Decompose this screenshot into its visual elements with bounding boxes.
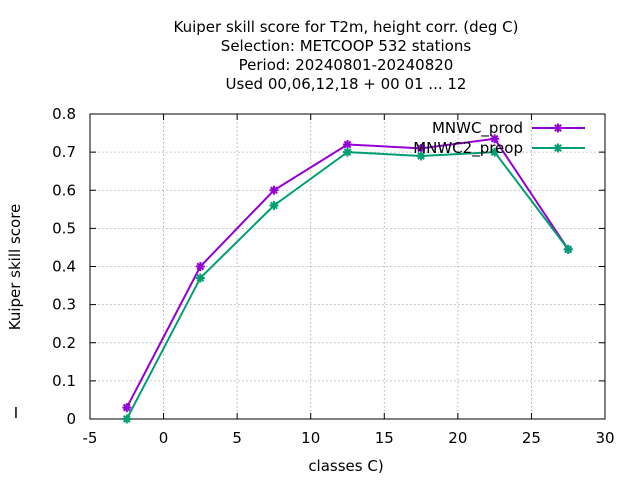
series-point-1	[416, 143, 426, 153]
y-tick-label: 0.8	[52, 105, 76, 123]
series-point-1	[490, 134, 500, 144]
series-point-2	[195, 273, 205, 283]
series-point-1	[343, 140, 352, 149]
y-tick-label: 0.1	[52, 372, 76, 390]
chart-title-line: Used 00,06,12,18 + 00 01 ... 12	[226, 75, 467, 93]
data-series	[122, 134, 573, 424]
series-point-2	[563, 244, 573, 254]
series-point-2	[269, 201, 279, 210]
y-axis-label: Kuiper skill score	[6, 204, 24, 331]
plot-frame	[89, 113, 606, 420]
x-tick-label: 10	[301, 429, 320, 447]
series-line-2	[125, 151, 570, 420]
x-tick-label: 0	[159, 429, 169, 447]
y-tick-label: 0	[66, 410, 76, 428]
stray-mark: I	[14, 404, 18, 422]
x-axis-label: classes C)	[308, 457, 383, 475]
chart-title-line: Kuiper skill score for T2m, height corr.…	[174, 18, 519, 36]
x-tick-label: 25	[522, 429, 541, 447]
y-tick-label: 0.6	[52, 181, 76, 199]
y-tick-label: 0.2	[52, 334, 76, 352]
series-point-1	[195, 262, 205, 271]
y-tick-label: 0.3	[52, 296, 76, 314]
series-point-1	[269, 185, 279, 195]
series-point-1	[122, 403, 132, 413]
legend-label: MNWC2_preop	[413, 139, 523, 158]
x-tick-label: 5	[232, 429, 242, 447]
y-tick-label: 0.7	[52, 143, 76, 161]
x-axis-ticks: -5 0 5 10 15 20 25 30	[83, 114, 615, 447]
series-point-2	[343, 147, 352, 157]
chart-title-line: Selection: METCOOP 532 stations	[221, 37, 472, 55]
grid-lines	[90, 114, 605, 419]
legend-marker-1	[553, 123, 563, 133]
legend-label: MNWC_prod	[432, 119, 523, 138]
x-tick-label: 15	[375, 429, 394, 447]
x-tick-label: 20	[448, 429, 467, 447]
y-tick-label: 0.4	[52, 258, 76, 276]
x-tick-label: -5	[83, 429, 98, 447]
series-line-1	[125, 137, 570, 409]
chart-title-line: Period: 20240801-20240820	[239, 56, 454, 74]
legend-marker-2	[553, 143, 563, 153]
x-tick-label: 30	[595, 429, 614, 447]
series-point-2	[416, 151, 426, 161]
series-point-2	[122, 414, 132, 424]
series-point-2	[490, 147, 500, 157]
chart-title: Kuiper skill score for T2m, height corr.…	[174, 18, 519, 93]
y-tick-label: 0.5	[52, 219, 76, 237]
